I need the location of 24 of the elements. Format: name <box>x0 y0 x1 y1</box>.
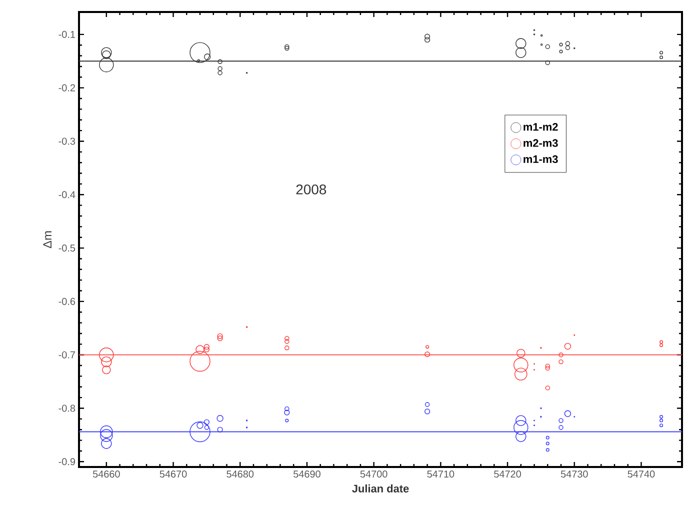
legend-label: m2-m3 <box>524 139 558 147</box>
x-tick-label: 54670 <box>160 470 187 478</box>
y-tick-label: -0.7 <box>58 351 75 358</box>
y-tick-label: -0.9 <box>58 458 76 466</box>
x-tick-label: 54710 <box>427 470 454 478</box>
y-tick-label: -0.8 <box>58 404 76 412</box>
y-tick-label: -0.6 <box>58 298 76 305</box>
x-tick-label: 54700 <box>360 470 388 478</box>
x-tick-label: 54680 <box>226 470 254 478</box>
x-tick-label: 54730 <box>560 470 588 478</box>
x-tick-label: 54740 <box>628 470 655 478</box>
legend-label: m1-m2 <box>524 123 558 131</box>
x-tick-label: 54720 <box>494 470 521 478</box>
y-axis-title: Δm <box>43 231 52 248</box>
y-tick-label: -0.3 <box>58 138 76 145</box>
x-axis-title: Julian date <box>352 484 409 492</box>
y-tick-label: -0.2 <box>58 84 75 92</box>
y-tick-label: -0.1 <box>58 30 76 38</box>
y-tick-label: -0.5 <box>58 244 76 252</box>
annotation: 2008 <box>296 184 326 194</box>
x-tick-label: 54690 <box>294 470 320 478</box>
y-tick-label: -0.4 <box>58 191 76 198</box>
legend-label: m1-m3 <box>524 155 558 164</box>
x-tick-label: 54660 <box>92 470 120 478</box>
